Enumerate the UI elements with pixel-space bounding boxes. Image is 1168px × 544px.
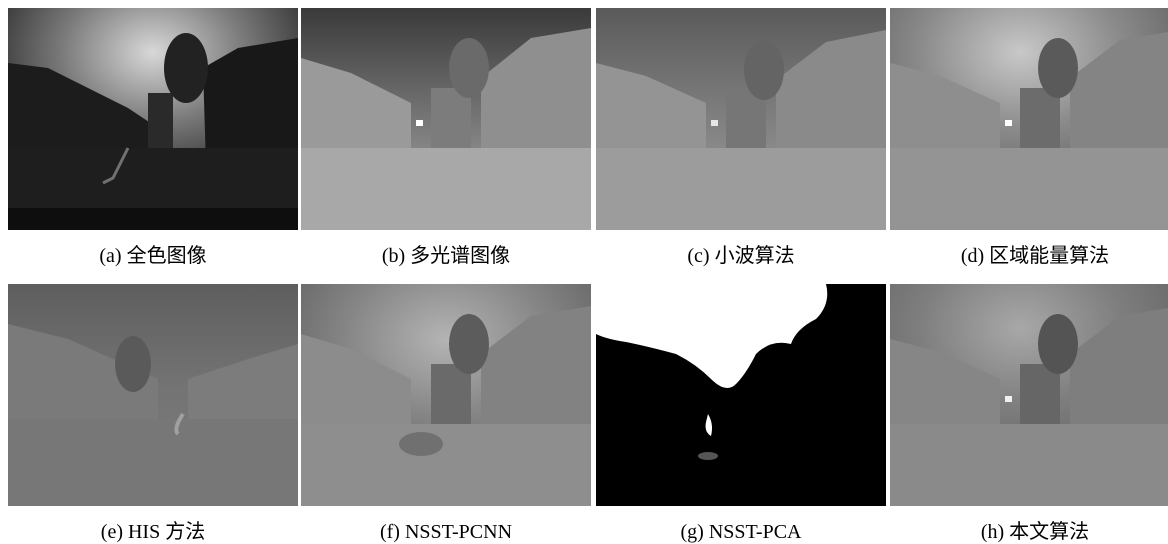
region-energy-result-image [890,8,1168,230]
panchromatic-image [8,8,298,230]
figure-caption: (b) 多光谱图像 [381,245,511,267]
figure-caption: (d) 区域能量算法 [960,245,1110,267]
proposed-method-result-image [890,284,1168,506]
multispectral-image [301,8,591,230]
nsst-pca-result-image [596,284,886,506]
wavelet-result-image [596,8,886,230]
figure-caption: (g) NSST-PCA [680,521,802,543]
figure-caption: (e) HIS 方法 [100,521,206,543]
figure-caption: (c) 小波算法 [687,245,795,267]
figure-caption: (h) 本文算法 [980,521,1090,543]
figure-caption: (f) NSST-PCNN [379,521,513,543]
nsst-pcnn-result-image [301,284,591,506]
figure-caption: (a) 全色图像 [99,245,207,267]
his-result-image [8,284,298,506]
